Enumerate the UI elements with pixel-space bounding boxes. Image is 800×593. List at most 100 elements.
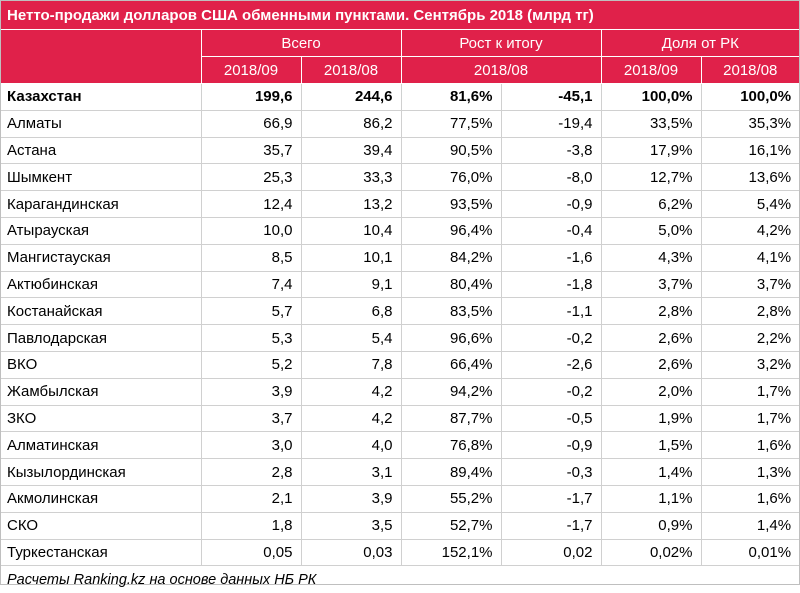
share-2018-08-cell: 1,4% xyxy=(701,512,800,540)
total-2018-09-cell: 66,9 xyxy=(201,110,302,138)
region-name-cell: Актюбинская xyxy=(1,271,202,299)
table-row: Астана 35,7 39,4 90,5% -3,8 17,9% 16,1% xyxy=(1,137,800,165)
growth-pct-cell: 90,5% xyxy=(401,137,502,165)
header-total-2018-09: 2018/09 xyxy=(201,56,302,84)
growth-pct-cell: 152,1% xyxy=(401,539,502,567)
header-share-2018-08: 2018/08 xyxy=(701,56,800,84)
share-2018-08-cell: 13,6% xyxy=(701,163,800,192)
growth-pct-cell: 76,0% xyxy=(401,163,502,192)
table-row: Шымкент 25,3 33,3 76,0% -8,0 12,7% 13,6% xyxy=(1,163,800,192)
share-2018-08-cell: 3,7% xyxy=(701,271,800,299)
table-row: Павлодарская 5,3 5,4 96,6% -0,2 2,6% 2,2% xyxy=(1,324,800,352)
header-empty-cell xyxy=(1,29,202,84)
growth-abs-cell: -8,0 xyxy=(501,163,602,192)
growth-abs-cell: -0,5 xyxy=(501,405,602,433)
table-row: Акмолинская 2,1 3,9 55,2% -1,7 1,1% 1,6% xyxy=(1,485,800,513)
total-2018-09-cell: 5,2 xyxy=(201,351,302,379)
table-row: Алматы 66,9 86,2 77,5% -19,4 33,5% 35,3% xyxy=(1,110,800,138)
region-name-cell: ВКО xyxy=(1,351,202,379)
share-2018-09-cell: 0,02% xyxy=(601,539,702,567)
total-2018-08-cell: 9,1 xyxy=(301,271,402,299)
share-2018-08-cell: 4,2% xyxy=(701,217,800,245)
share-2018-09-cell: 1,9% xyxy=(601,405,702,433)
growth-abs-cell: -19,4 xyxy=(501,110,602,138)
source-note: Расчеты Ranking.kz на основе данных НБ Р… xyxy=(7,571,317,588)
table-row: Актюбинская 7,4 9,1 80,4% -1,8 3,7% 3,7% xyxy=(1,271,800,299)
total-2018-08-cell: 7,8 xyxy=(301,351,402,379)
share-2018-09-cell: 3,7% xyxy=(601,271,702,299)
total-2018-09-cell: 8,5 xyxy=(201,244,302,272)
growth-pct-cell: 66,4% xyxy=(401,351,502,379)
share-2018-09-cell: 6,2% xyxy=(601,190,702,218)
region-name-cell: Казахстан xyxy=(1,83,202,111)
growth-pct-cell: 80,4% xyxy=(401,271,502,299)
total-2018-09-cell: 0,05 xyxy=(201,539,302,567)
total-2018-09-cell: 1,8 xyxy=(201,512,302,540)
region-name-cell: Алматы xyxy=(1,110,202,138)
share-2018-08-cell: 2,8% xyxy=(701,297,800,326)
growth-abs-cell: -45,1 xyxy=(501,83,602,111)
share-2018-09-cell: 2,6% xyxy=(601,351,702,379)
total-2018-09-cell: 199,6 xyxy=(201,83,302,111)
header-share: Доля от РК xyxy=(601,29,800,57)
share-2018-08-cell: 1,7% xyxy=(701,405,800,433)
share-2018-09-cell: 1,5% xyxy=(601,431,702,460)
share-2018-09-cell: 2,6% xyxy=(601,324,702,352)
growth-pct-cell: 96,4% xyxy=(401,217,502,245)
total-2018-08-cell: 3,5 xyxy=(301,512,402,540)
share-2018-08-cell: 1,6% xyxy=(701,485,800,513)
total-2018-08-cell: 244,6 xyxy=(301,83,402,111)
footer-row: Расчеты Ranking.kz на основе данных НБ Р… xyxy=(1,566,799,593)
growth-abs-cell: -0,4 xyxy=(501,217,602,245)
share-2018-09-cell: 0,9% xyxy=(601,512,702,540)
total-2018-08-cell: 10,1 xyxy=(301,244,402,272)
table-row: Костанайская 5,7 6,8 83,5% -1,1 2,8% 2,8% xyxy=(1,297,800,326)
share-2018-09-cell: 4,3% xyxy=(601,244,702,272)
header-growth-2018-08: 2018/08 xyxy=(401,56,602,84)
table-row: Мангистауская 8,5 10,1 84,2% -1,6 4,3% 4,1% xyxy=(1,244,800,272)
total-2018-08-cell: 4,2 xyxy=(301,378,402,406)
growth-abs-cell: -0,2 xyxy=(501,324,602,352)
share-2018-09-cell: 100,0% xyxy=(601,83,702,111)
table-row: Атырауская 10,0 10,4 96,4% -0,4 5,0% 4,2% xyxy=(1,217,800,245)
total-2018-09-cell: 5,7 xyxy=(201,297,302,326)
share-2018-08-cell: 2,2% xyxy=(701,324,800,352)
table-row: ЗКО 3,7 4,2 87,7% -0,5 1,9% 1,7% xyxy=(1,405,800,433)
growth-abs-cell: -1,7 xyxy=(501,512,602,540)
growth-pct-cell: 81,6% xyxy=(401,83,502,111)
table-row: Карагандинская 12,4 13,2 93,5% -0,9 6,2% 5,4% xyxy=(1,190,800,218)
growth-abs-cell: -1,6 xyxy=(501,244,602,272)
header-total-2018-08: 2018/08 xyxy=(301,56,402,84)
growth-pct-cell: 83,5% xyxy=(401,297,502,326)
header-total: Всего xyxy=(201,29,402,57)
header-share-2018-09: 2018/09 xyxy=(601,56,702,84)
share-2018-08-cell: 5,4% xyxy=(701,190,800,218)
growth-abs-cell: -2,6 xyxy=(501,351,602,379)
growth-pct-cell: 55,2% xyxy=(401,485,502,513)
growth-abs-cell: 0,02 xyxy=(501,539,602,567)
share-2018-08-cell: 4,1% xyxy=(701,244,800,272)
total-2018-08-cell: 3,9 xyxy=(301,485,402,513)
region-name-cell: Мангистауская xyxy=(1,244,202,272)
growth-abs-cell: -0,2 xyxy=(501,378,602,406)
region-name-cell: Кызылординская xyxy=(1,458,202,486)
total-2018-09-cell: 2,8 xyxy=(201,458,302,486)
region-name-cell: Атырауская xyxy=(1,217,202,245)
total-2018-08-cell: 6,8 xyxy=(301,297,402,326)
share-2018-08-cell: 100,0% xyxy=(701,83,800,111)
growth-pct-cell: 93,5% xyxy=(401,190,502,218)
share-2018-09-cell: 12,7% xyxy=(601,163,702,192)
region-name-cell: Астана xyxy=(1,137,202,165)
region-name-cell: Туркестанская xyxy=(1,539,202,567)
growth-pct-cell: 77,5% xyxy=(401,110,502,138)
share-2018-08-cell: 1,6% xyxy=(701,431,800,460)
table-row: Кызылординская 2,8 3,1 89,4% -0,3 1,4% 1,3% xyxy=(1,458,800,486)
table-row: Алматинская 3,0 4,0 76,8% -0,9 1,5% 1,6% xyxy=(1,431,800,460)
total-2018-08-cell: 10,4 xyxy=(301,217,402,245)
growth-pct-cell: 94,2% xyxy=(401,378,502,406)
share-2018-09-cell: 1,1% xyxy=(601,485,702,513)
title-row: Нетто-продажи долларов США обменными пун… xyxy=(1,1,800,30)
share-2018-09-cell: 33,5% xyxy=(601,110,702,138)
total-2018-08-cell: 39,4 xyxy=(301,137,402,165)
